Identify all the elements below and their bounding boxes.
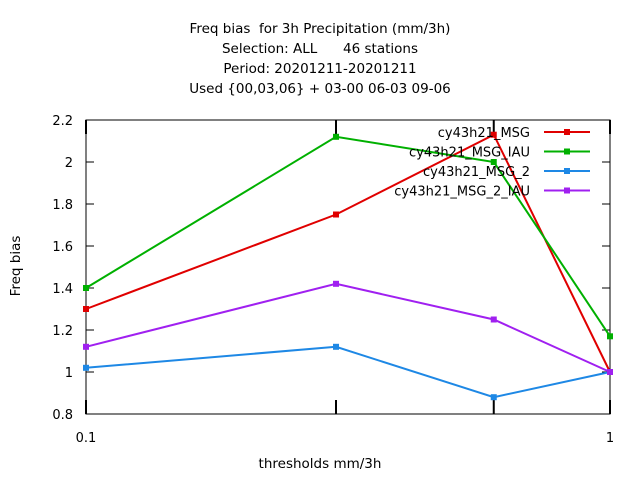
y-tick-label: 0.8 (52, 408, 73, 423)
x-tick-label: 0.1 (76, 431, 97, 446)
data-point (333, 211, 340, 218)
title-line-2: Selection: ALL 46 stations (221, 41, 419, 57)
series-line (85, 135, 611, 337)
legend-label: cy43h21_MSG (438, 126, 530, 141)
legend-marker (564, 148, 570, 155)
data-point (490, 316, 497, 323)
data-point (490, 159, 497, 165)
x-axis-label: thresholds mm/3h (258, 456, 382, 472)
data-point (83, 306, 89, 312)
data-point (83, 364, 89, 371)
y-tick-label: 1.4 (52, 282, 73, 297)
data-point (490, 394, 497, 401)
series-line (85, 133, 611, 373)
data-point (333, 343, 340, 350)
data-point (333, 280, 340, 287)
series-line (85, 282, 611, 373)
data-point (83, 343, 89, 350)
legend-label: cy43h21_MSG_2_IAU (394, 185, 530, 200)
y-tick-label: 1.2 (52, 324, 73, 339)
y-tick-label: 1.6 (52, 240, 73, 255)
legend-label: cy43h21_MSG_2 (423, 165, 530, 180)
data-point (333, 133, 340, 140)
y-tick-label: 2 (65, 156, 73, 171)
x-tick-label: 1 (606, 431, 614, 446)
data-point (490, 131, 497, 138)
series-line (85, 345, 611, 399)
data-point (607, 333, 613, 340)
plot-frame (85, 119, 611, 415)
legend-marker (564, 187, 570, 194)
y-tick-label: 1 (65, 366, 73, 381)
y-tick-label: 1.8 (52, 198, 73, 213)
y-tick-label: 2.2 (52, 114, 73, 129)
title-line-1: Freq bias for 3h Precipitation (mm/3h) (189, 21, 451, 37)
data-point (83, 285, 89, 291)
data-point (607, 369, 613, 375)
title-line-3: Period: 20201211-20201211 (223, 61, 417, 77)
legend-marker (564, 129, 570, 135)
legend-label: cy43h21_MSG_IAU (409, 146, 530, 161)
legend-marker (564, 168, 570, 174)
title-line-4: Used {00,03,06} + 03-00 06-03 09-06 (189, 81, 451, 97)
